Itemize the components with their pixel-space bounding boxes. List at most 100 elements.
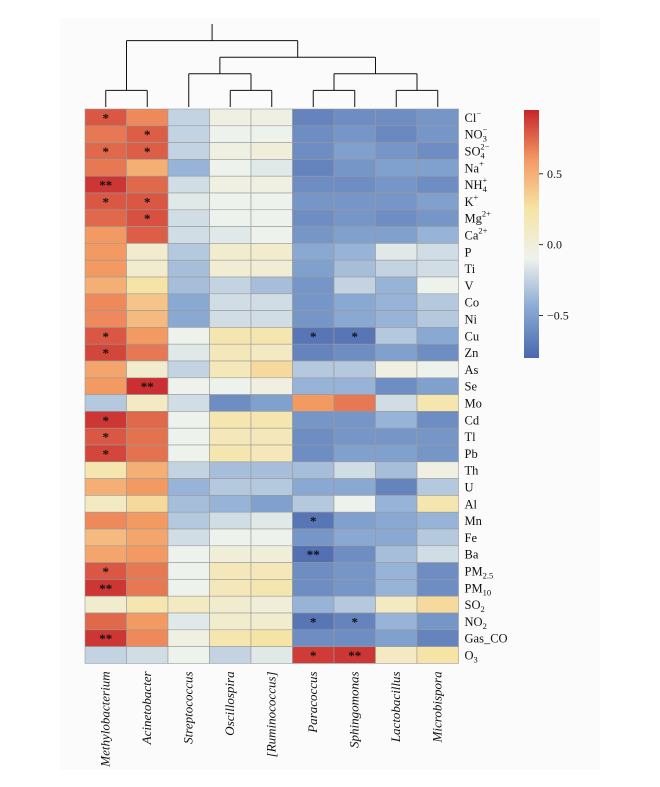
column-label: Oscillospira — [222, 671, 237, 736]
heatmap-cell — [167, 511, 210, 530]
heatmap-cell — [209, 343, 252, 362]
heatmap-cell — [292, 226, 335, 244]
heatmap-cell — [333, 108, 376, 127]
heatmap-cell — [209, 595, 252, 614]
column-label: Methylobacterium — [98, 671, 113, 767]
heatmap-cell — [126, 595, 169, 614]
heatmap-cell — [167, 394, 210, 412]
heatmap-cell — [209, 495, 252, 513]
heatmap-cell — [416, 327, 459, 345]
heatmap-cell — [84, 209, 127, 227]
heatmap-cell — [167, 595, 210, 614]
significance-marker: * — [144, 211, 151, 226]
heatmap-cell — [333, 142, 376, 160]
heatmap-cell — [250, 411, 293, 429]
heatmap-cell — [84, 511, 127, 530]
heatmap-cell — [333, 629, 376, 647]
heatmap-cell — [333, 192, 376, 211]
heatmap-cell — [416, 360, 459, 379]
heatmap-cell — [333, 545, 376, 563]
heatmap-cell — [167, 327, 210, 345]
heatmap-cell — [416, 646, 459, 664]
heatmap-cell — [375, 293, 418, 311]
heatmap-cell — [126, 175, 169, 194]
row-label: SO2 — [465, 598, 485, 614]
heatmap-cell — [167, 562, 210, 580]
row-label: NO3− — [465, 125, 488, 144]
heatmap-cell — [416, 629, 459, 647]
heatmap-cell — [250, 545, 293, 563]
heatmap-cell — [292, 377, 335, 395]
heatmap-cell — [167, 192, 210, 211]
heatmap-cell — [375, 528, 418, 547]
significance-marker: * — [103, 346, 110, 361]
column-label: Streptococcus — [181, 671, 196, 743]
heatmap-cell — [292, 276, 335, 295]
heatmap-cell — [416, 394, 459, 412]
heatmap-cell — [250, 528, 293, 547]
heatmap-cell — [167, 646, 210, 664]
heatmap-cell — [84, 545, 127, 563]
column-label: Lactobacillus — [388, 671, 403, 743]
heatmap-cell — [167, 478, 210, 496]
colorbar — [524, 110, 539, 358]
heatmap-cell — [416, 595, 459, 614]
heatmap-cell — [416, 343, 459, 362]
heatmap-cell — [167, 343, 210, 362]
heatmap-cell — [292, 427, 335, 446]
significance-marker: * — [103, 446, 110, 461]
heatmap-cell — [416, 612, 459, 631]
heatmap-cell — [292, 343, 335, 362]
heatmap-cell — [375, 192, 418, 211]
heatmap-cell — [84, 478, 127, 496]
row-label: NH4+ — [465, 175, 488, 194]
row-label: Na+ — [465, 158, 485, 175]
row-label: NO2 — [465, 615, 487, 631]
heatmap-cell — [375, 108, 418, 127]
heatmap-cell — [375, 159, 418, 177]
significance-marker: * — [310, 329, 317, 344]
heatmap-cell — [292, 495, 335, 513]
heatmap-cell — [416, 528, 459, 547]
heatmap-cell — [292, 629, 335, 647]
heatmap-cell — [333, 478, 376, 496]
heatmap-cell — [333, 125, 376, 143]
heatmap-cell — [333, 243, 376, 261]
heatmap-cell — [292, 595, 335, 614]
heatmap-cell — [333, 259, 376, 278]
significance-marker: * — [103, 329, 110, 344]
heatmap-cell — [84, 377, 127, 395]
heatmap-cell — [333, 293, 376, 311]
heatmap-cell — [84, 159, 127, 177]
heatmap-cell — [375, 444, 418, 463]
heatmap-cell — [167, 360, 210, 379]
heatmap-cell — [416, 293, 459, 311]
heatmap-cell — [333, 377, 376, 395]
significance-marker: * — [352, 614, 359, 629]
heatmap-cell — [333, 461, 376, 479]
heatmap-cell — [126, 444, 169, 463]
heatmap-cell — [292, 259, 335, 278]
heatmap-cell — [250, 226, 293, 244]
heatmap-figure: * * * * ** * * * * * * * ** * * * * ** * ** * * ** * ** Cl− NO3− S… — [60, 18, 600, 770]
row-label: Mg2+ — [465, 209, 492, 226]
heatmap-cell — [416, 192, 459, 211]
row-label: K+ — [465, 192, 479, 209]
heatmap-cell — [250, 175, 293, 194]
heatmap-cell — [416, 142, 459, 160]
heatmap-cell — [209, 226, 252, 244]
row-label: Gas_CO — [465, 632, 508, 646]
heatmap-cell — [333, 226, 376, 244]
heatmap-cell — [333, 343, 376, 362]
heatmap-cell — [209, 175, 252, 194]
heatmap-cell — [375, 259, 418, 278]
heatmap-cell — [209, 159, 252, 177]
heatmap-cell — [333, 209, 376, 227]
row-label: Ti — [465, 262, 476, 276]
heatmap-cell — [209, 411, 252, 429]
heatmap-cell — [416, 427, 459, 446]
heatmap-cell — [250, 327, 293, 345]
heatmap-cell — [375, 142, 418, 160]
heatmap-cell — [375, 343, 418, 362]
heatmap-cell — [333, 394, 376, 412]
